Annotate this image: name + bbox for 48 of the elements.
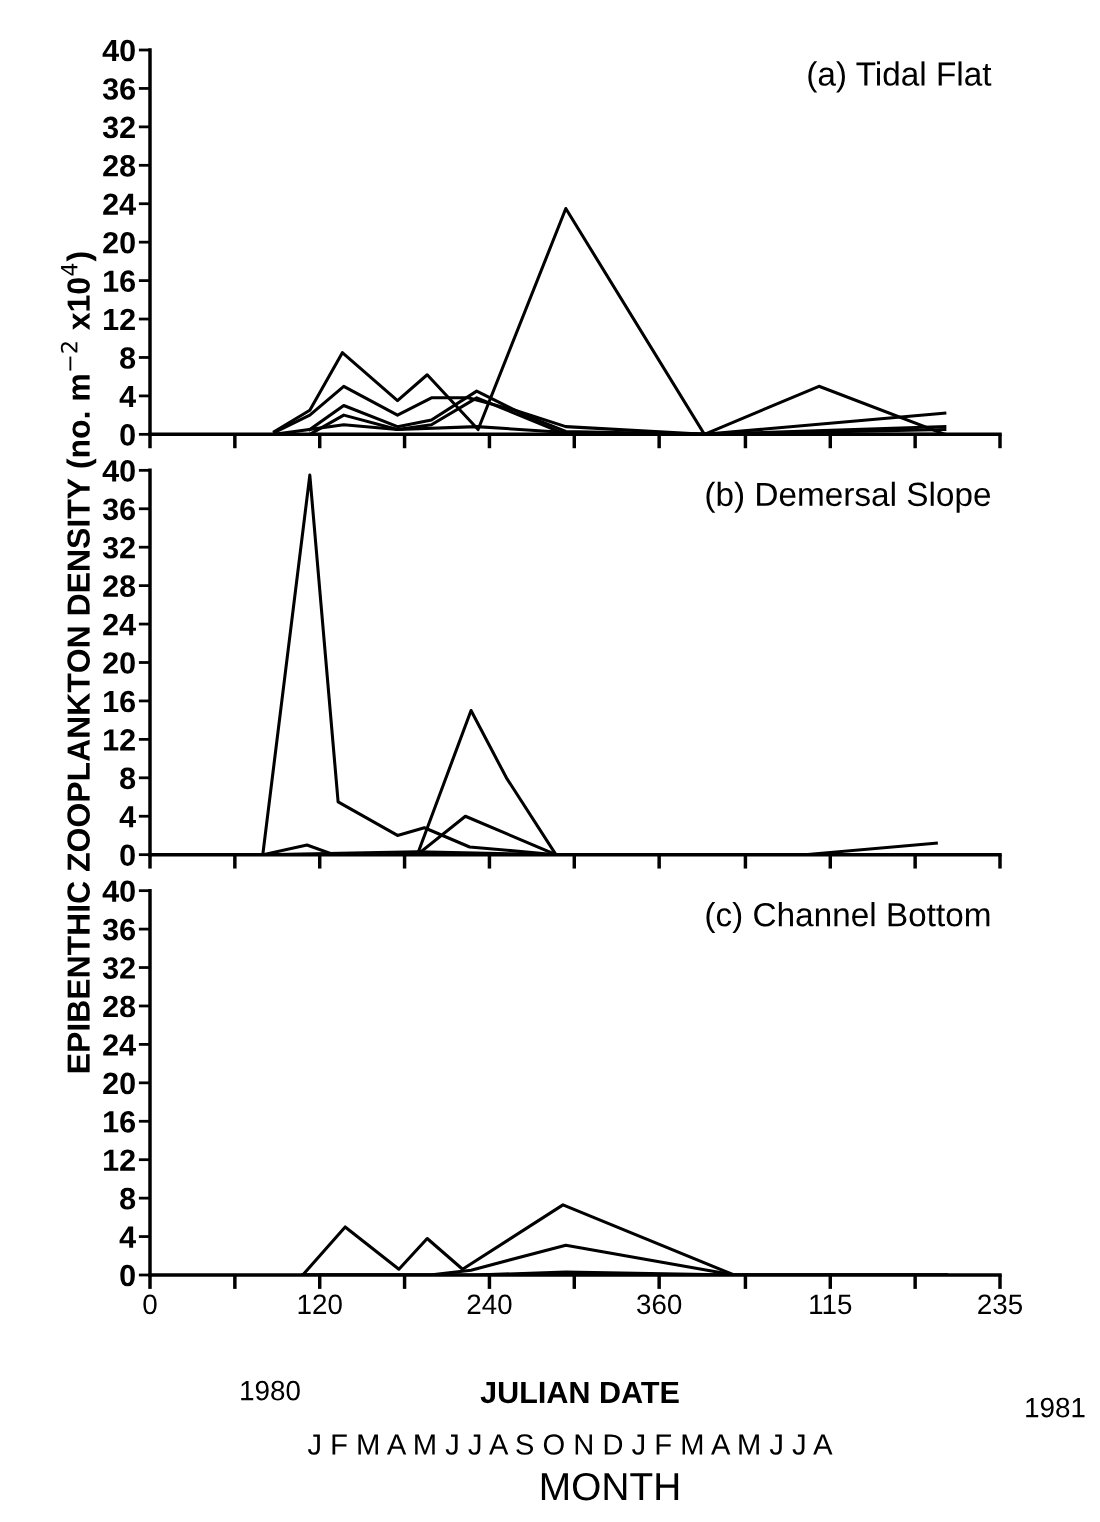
y-tick-label: 40 xyxy=(102,460,135,482)
y-tick-label: 24 xyxy=(103,1034,136,1056)
text: 1981 xyxy=(1026,1397,1085,1418)
y-tick-label: 20 xyxy=(103,652,135,674)
chart-title: (c) Channel Bottom xyxy=(706,902,990,934)
y-tick-label: 40 xyxy=(102,39,135,62)
y-tick-label: 16 xyxy=(104,270,136,292)
text: 1980 xyxy=(241,1380,300,1401)
y-tick-label: 4 xyxy=(119,385,136,407)
x-tick-label: 115 xyxy=(810,1294,852,1315)
y-tick-label: 0 xyxy=(120,1264,135,1287)
y-tick-label: 12 xyxy=(104,308,135,331)
y-tick-label: 4 xyxy=(119,806,136,828)
x-tick-label: 240 xyxy=(467,1294,512,1315)
y-tick-label: 36 xyxy=(102,78,136,100)
y-tick-label: 24 xyxy=(103,193,136,215)
y-tick-label: 28 xyxy=(103,575,136,598)
y-tick-label: 20 xyxy=(103,1072,135,1095)
y-tick-label: 28 xyxy=(103,995,136,1018)
y-tick-label: 32 xyxy=(102,116,135,139)
x-axis-title: JULIAN DATE xyxy=(480,1381,679,1404)
y-tick-label: 8 xyxy=(120,767,136,790)
y-tick-label: 4 xyxy=(119,1226,136,1248)
y-tick-label: 12 xyxy=(104,729,135,751)
text: J F M A M J J A S O N D J F M A M J J A xyxy=(307,1434,833,1455)
y-tick-label: 8 xyxy=(120,347,136,369)
x-tick-label: 0 xyxy=(143,1294,157,1315)
y-tick-label: 0 xyxy=(120,844,135,867)
y-tick-label: 36 xyxy=(102,918,136,941)
y-tick-label: 32 xyxy=(102,536,135,559)
chart-title: (a) Tidal Flat xyxy=(808,61,992,93)
y-tick-label: 28 xyxy=(103,155,136,177)
x-tick-label: 120 xyxy=(298,1294,342,1315)
y-tick-label: 16 xyxy=(104,1111,136,1133)
text: MONTH xyxy=(541,1472,679,1501)
x-tick-label: 360 xyxy=(637,1294,682,1315)
y-tick-label: 32 xyxy=(102,957,135,979)
y-axis-title: EPIBENTHIC ZOOPLANKTON DENSITY (no. m$^{−2}$ x10$^{4}$) xyxy=(60,252,97,1073)
y-tick-label: 24 xyxy=(103,613,136,636)
y-tick-label: 16 xyxy=(104,690,136,713)
x-tick-label: 235 xyxy=(978,1294,1023,1315)
y-tick-label: 8 xyxy=(120,1187,136,1210)
y-tick-label: 36 xyxy=(102,498,136,521)
y-tick-label: 20 xyxy=(103,231,135,254)
chart-title: (b) Demersal Slope xyxy=(706,481,991,513)
y-tick-label: 40 xyxy=(102,880,135,903)
y-tick-label: 12 xyxy=(104,1149,135,1171)
y-tick-label: 0 xyxy=(120,424,135,446)
